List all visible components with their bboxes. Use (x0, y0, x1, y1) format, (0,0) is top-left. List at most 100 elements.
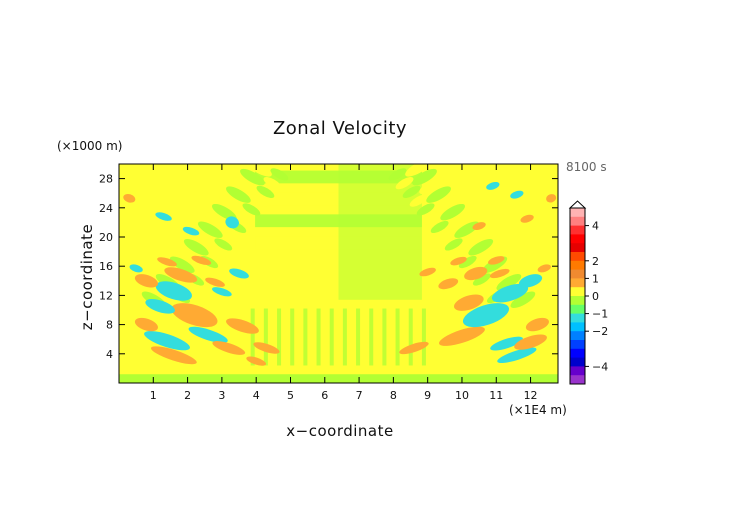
y-tick-label: 12 (99, 289, 113, 302)
field-cell (197, 221, 223, 238)
field-cell (226, 186, 251, 203)
field-cell (408, 308, 413, 366)
field-cell (451, 247, 470, 260)
colorbar-swatch (570, 243, 585, 253)
field-cell (496, 274, 522, 291)
field-cell (426, 186, 451, 203)
field-cell (240, 168, 265, 186)
negative-feature (182, 226, 200, 236)
field-cell (433, 195, 458, 212)
field-cell (221, 229, 240, 242)
field-cell (416, 203, 435, 216)
y-unit-label: (×1000 m) (57, 139, 122, 153)
field-cell (382, 308, 387, 366)
positive-feature (253, 342, 280, 354)
x-tick-label: 1 (150, 389, 157, 402)
field-cell (510, 291, 536, 309)
colorbar-swatch (570, 304, 585, 315)
colorbar-swatch (570, 357, 585, 367)
negative-feature (510, 190, 524, 199)
positive-feature (205, 277, 225, 287)
colorbar-tick-label: −2 (592, 325, 608, 338)
positive-feature (164, 267, 198, 283)
colorbar-swatch (570, 296, 585, 306)
field-cell (444, 238, 463, 251)
x-tick-label: 12 (524, 389, 538, 402)
negative-feature (486, 181, 500, 190)
positive-feature (134, 274, 158, 288)
field-cell (207, 247, 226, 260)
field-cell (395, 308, 400, 366)
field-cell (193, 264, 212, 277)
field-cell (219, 195, 244, 212)
colorbar: 4 2 1 0 −1 −2 −4 (568, 200, 608, 385)
negative-feature (462, 303, 510, 328)
negative-feature (212, 287, 232, 297)
y-tick-label: 24 (99, 202, 113, 215)
field-cell (204, 212, 230, 230)
y-tick-label: 28 (99, 173, 113, 186)
field-cell (249, 194, 268, 207)
field-cell (369, 308, 374, 366)
negative-feature (155, 281, 192, 301)
positive-feature (134, 317, 158, 332)
field-cell (263, 177, 282, 190)
positive-feature (514, 334, 547, 350)
positive-feature (191, 255, 212, 265)
x-tick-label: 2 (184, 389, 191, 402)
y-tick-label: 20 (99, 231, 113, 244)
positive-feature (399, 341, 429, 355)
negative-feature (229, 268, 249, 279)
colorbar-swatch (570, 331, 585, 341)
plot-area (118, 163, 559, 384)
positive-feature (546, 194, 557, 203)
field-cell (342, 308, 347, 366)
x-tick-label: 7 (356, 389, 363, 402)
field-cell (461, 230, 487, 247)
positive-feature (450, 256, 467, 266)
negative-feature (129, 264, 143, 273)
positive-feature (150, 346, 197, 365)
colorbar-swatch (570, 348, 585, 359)
negative-feature (188, 326, 228, 343)
negative-feature (490, 336, 523, 351)
field-cell (437, 229, 456, 242)
x-tick-label: 5 (287, 389, 294, 402)
negative-feature (491, 283, 529, 303)
field-cell (479, 282, 498, 295)
colorbar-tick-label: 4 (592, 220, 599, 233)
field-cell (356, 308, 361, 366)
positive-feature (453, 294, 484, 311)
field-cell (454, 221, 480, 238)
field-cell (242, 203, 261, 216)
colorbar-tick-label: −4 (592, 360, 608, 373)
x-tick-label: 11 (489, 389, 503, 402)
time-label: 8100 s (566, 160, 607, 174)
colorbar-swatch (570, 208, 585, 218)
negative-feature (519, 274, 543, 288)
positive-feature (438, 278, 459, 290)
colorbar-swatch (570, 278, 585, 288)
chart-title: Zonal Velocity (273, 118, 407, 139)
x-tick-label: 8 (390, 389, 397, 402)
field-cell (475, 247, 501, 265)
field-cell (421, 308, 426, 366)
field-cell (211, 203, 237, 221)
positive-feature (488, 256, 505, 265)
field-band (338, 164, 422, 300)
positive-feature (472, 222, 486, 230)
field-band (119, 374, 558, 383)
x-unit-label: (×1E4 m) (509, 403, 567, 417)
positive-feature (212, 341, 246, 355)
field-cell (447, 212, 473, 230)
field-cell (290, 308, 295, 366)
negative-feature (155, 212, 172, 221)
y-tick-label: 8 (106, 319, 113, 332)
plot-frame (118, 163, 559, 384)
positive-feature (226, 318, 259, 334)
field-cell (329, 308, 334, 366)
y-tick-label: 16 (99, 260, 113, 273)
field-cell (423, 212, 442, 225)
positive-feature (246, 356, 267, 366)
